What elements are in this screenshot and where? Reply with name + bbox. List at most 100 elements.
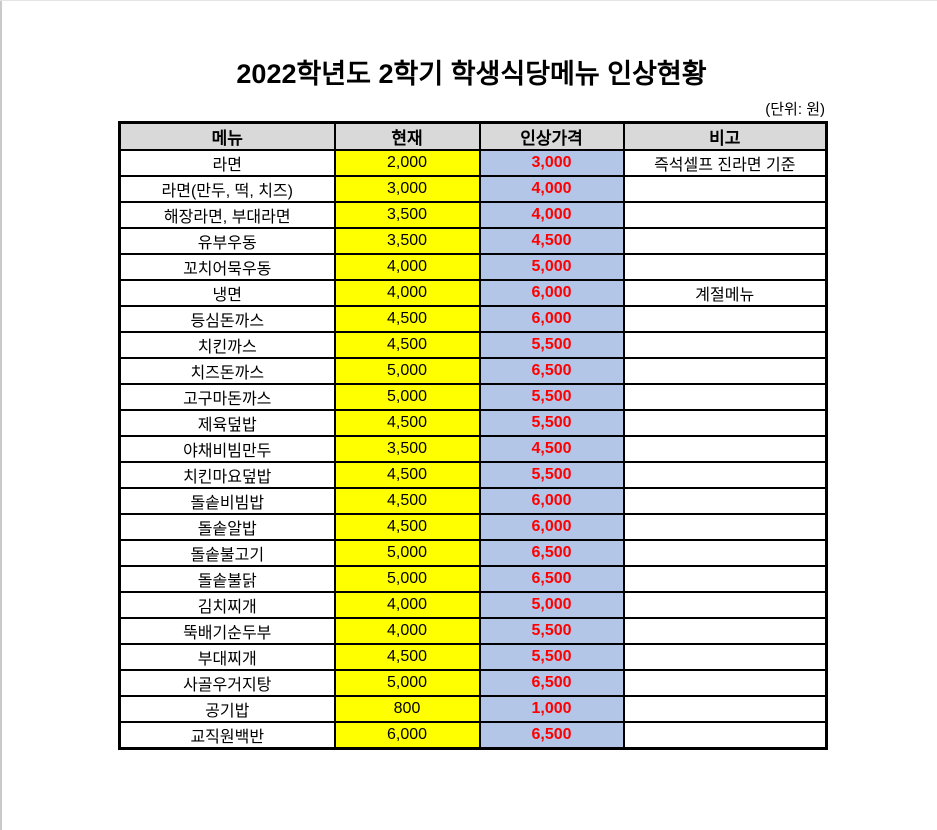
column-header-raised: 인상가격	[478, 121, 625, 151]
current-price-cell: 4,500	[333, 461, 481, 489]
table-row: 등심돈까스 4,500 6,000	[118, 305, 828, 333]
current-price-cell: 4,500	[333, 487, 481, 515]
note-cell	[622, 669, 828, 697]
current-price-cell: 4,000	[333, 617, 481, 645]
table-row: 돌솥불고기 5,000 6,500	[118, 539, 828, 567]
menu-cell: 등심돈까스	[118, 305, 336, 333]
note-cell	[622, 331, 828, 359]
menu-cell: 김치찌개	[118, 591, 336, 619]
menu-cell: 치킨마요덮밥	[118, 461, 336, 489]
note-cell	[622, 487, 828, 515]
current-price-cell: 4,500	[333, 305, 481, 333]
page-top-edge-line	[0, 0, 937, 1]
current-price-cell: 5,000	[333, 565, 481, 593]
unit-label: (단위: 원)	[765, 101, 825, 118]
current-price-cell: 5,000	[333, 357, 481, 385]
menu-price-table: 메뉴 현재 인상가격 비고 라면 2,000 3,000 즉석셀프 진라면 기준…	[118, 121, 828, 750]
current-price-cell: 4,500	[333, 513, 481, 541]
note-cell	[622, 695, 828, 723]
raised-price-cell: 6,000	[478, 487, 625, 515]
raised-price-cell: 1,000	[478, 695, 625, 723]
menu-cell: 사골우거지탕	[118, 669, 336, 697]
raised-price-cell: 4,000	[478, 201, 625, 229]
table-row: 유부우동 3,500 4,500	[118, 227, 828, 255]
note-cell	[622, 539, 828, 567]
table-row: 돌솥비빔밥 4,500 6,000	[118, 487, 828, 515]
menu-cell: 제육덮밥	[118, 409, 336, 437]
table-row: 야채비빔만두 3,500 4,500	[118, 435, 828, 463]
table-row: 라면(만두, 떡, 치즈) 3,000 4,000	[118, 175, 828, 203]
menu-cell: 돌솥비빔밥	[118, 487, 336, 515]
menu-cell: 라면	[118, 149, 336, 177]
column-header-menu: 메뉴	[118, 121, 336, 151]
current-price-cell: 5,000	[333, 539, 481, 567]
note-cell	[622, 175, 828, 203]
current-price-cell: 2,000	[333, 149, 481, 177]
raised-price-cell: 6,000	[478, 305, 625, 333]
current-price-cell: 4,500	[333, 409, 481, 437]
note-cell	[622, 565, 828, 593]
table-row: 교직원백반 6,000 6,500	[118, 721, 828, 750]
menu-cell: 돌솥알밥	[118, 513, 336, 541]
current-price-cell: 4,000	[333, 253, 481, 281]
menu-cell: 치킨까스	[118, 331, 336, 359]
raised-price-cell: 5,500	[478, 409, 625, 437]
current-price-cell: 5,000	[333, 669, 481, 697]
raised-price-cell: 6,500	[478, 565, 625, 593]
menu-cell: 냉면	[118, 279, 336, 307]
raised-price-cell: 5,500	[478, 461, 625, 489]
table-row: 꼬치어묵우동 4,000 5,000	[118, 253, 828, 281]
note-cell	[622, 227, 828, 255]
note-cell	[622, 513, 828, 541]
page-edge-line	[0, 0, 2, 830]
table-row: 김치찌개 4,000 5,000	[118, 591, 828, 619]
table-row: 해장라면, 부대라면 3,500 4,000	[118, 201, 828, 229]
column-header-current: 현재	[333, 121, 481, 151]
menu-cell: 라면(만두, 떡, 치즈)	[118, 175, 336, 203]
header-row: 메뉴 현재 인상가격 비고	[118, 121, 828, 151]
table-row: 치킨마요덮밥 4,500 5,500	[118, 461, 828, 489]
page-title: 2022학년도 2학기 학생식당메뉴 인상현황	[236, 59, 707, 89]
table-row: 돌솥알밥 4,500 6,000	[118, 513, 828, 541]
raised-price-cell: 5,500	[478, 643, 625, 671]
raised-price-cell: 5,000	[478, 591, 625, 619]
menu-cell: 교직원백반	[118, 721, 336, 750]
raised-price-cell: 4,000	[478, 175, 625, 203]
note-cell	[622, 617, 828, 645]
note-cell: 계절메뉴	[622, 279, 828, 307]
note-cell	[622, 357, 828, 385]
current-price-cell: 4,500	[333, 331, 481, 359]
raised-price-cell: 4,500	[478, 227, 625, 255]
raised-price-cell: 4,500	[478, 435, 625, 463]
current-price-cell: 6,000	[333, 721, 481, 750]
note-cell	[622, 435, 828, 463]
raised-price-cell: 5,500	[478, 617, 625, 645]
current-price-cell: 3,500	[333, 227, 481, 255]
note-cell	[622, 253, 828, 281]
table-row: 냉면 4,000 6,000 계절메뉴	[118, 279, 828, 307]
raised-price-cell: 6,000	[478, 513, 625, 541]
menu-cell: 해장라면, 부대라면	[118, 201, 336, 229]
raised-price-cell: 3,000	[478, 149, 625, 177]
note-cell	[622, 721, 828, 750]
note-cell	[622, 643, 828, 671]
table-row: 뚝배기순두부 4,000 5,500	[118, 617, 828, 645]
raised-price-cell: 5,500	[478, 331, 625, 359]
current-price-cell: 4,500	[333, 643, 481, 671]
menu-cell: 치즈돈까스	[118, 357, 336, 385]
note-cell	[622, 461, 828, 489]
note-cell	[622, 409, 828, 437]
raised-price-cell: 6,500	[478, 721, 625, 750]
raised-price-cell: 5,000	[478, 253, 625, 281]
current-price-cell: 3,500	[333, 201, 481, 229]
menu-cell: 부대찌개	[118, 643, 336, 671]
current-price-cell: 4,000	[333, 279, 481, 307]
menu-table-body: 라면 2,000 3,000 즉석셀프 진라면 기준 라면(만두, 떡, 치즈)…	[118, 149, 828, 750]
note-cell	[622, 305, 828, 333]
raised-price-cell: 5,500	[478, 383, 625, 411]
column-header-note: 비고	[622, 121, 828, 151]
menu-cell: 돌솥불닭	[118, 565, 336, 593]
menu-cell: 돌솥불고기	[118, 539, 336, 567]
table-row: 공기밥 800 1,000	[118, 695, 828, 723]
